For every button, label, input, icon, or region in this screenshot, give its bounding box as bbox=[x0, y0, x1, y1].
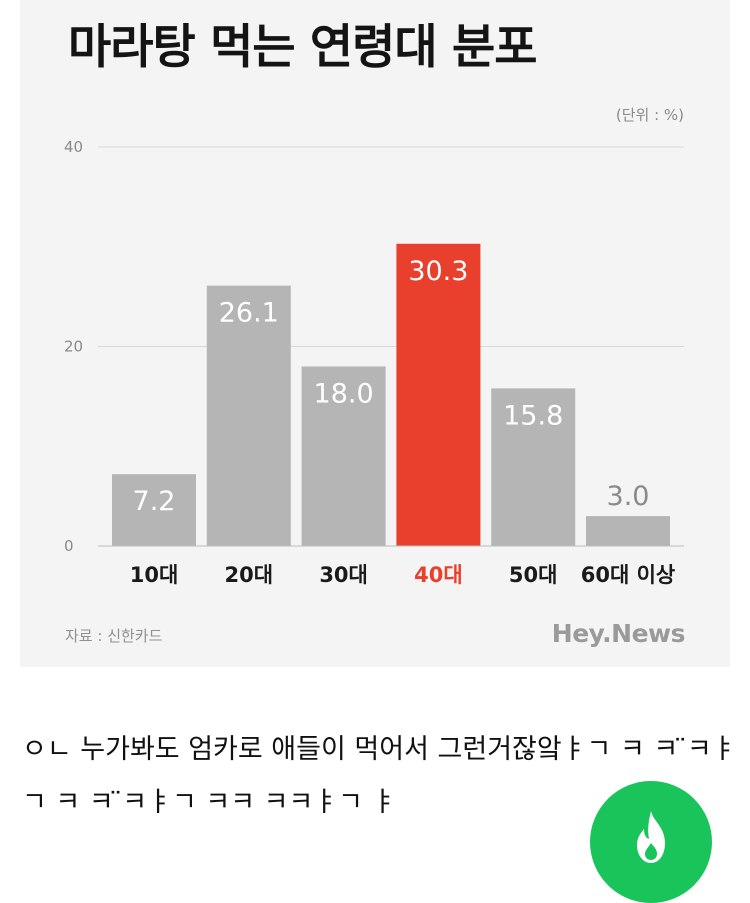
source-note: 자료 : 신한카드 bbox=[65, 627, 163, 645]
category-label: 30대 bbox=[319, 563, 368, 587]
bar bbox=[301, 366, 386, 546]
data-label: 15.8 bbox=[503, 400, 563, 431]
bar bbox=[206, 285, 291, 546]
unit-label: (단위 : %) bbox=[615, 106, 684, 124]
floating-action-button[interactable] bbox=[590, 781, 712, 903]
bar bbox=[396, 243, 481, 546]
bar bbox=[491, 388, 576, 546]
brand-logo: Hey.News bbox=[551, 619, 686, 648]
y-tick-label: 20 bbox=[64, 338, 83, 356]
data-label: 30.3 bbox=[408, 256, 468, 287]
comment-text: ㅇㄴ 누가봐도 엄카로 애들이 먹어서 그런거잖앜ㅑㄱ ㅋ ㅋ ̈ㅋㅑㄱ ㅋ ㅋ… bbox=[22, 734, 737, 818]
category-label: 20대 bbox=[225, 563, 274, 587]
y-tick-label: 40 bbox=[64, 138, 83, 156]
bar-chart: 0 20 40 7.2 10대 26.1 20대 18.0 30대 30.3 40대 15.8 50대 3… bbox=[64, 138, 684, 587]
category-label: 60대 이상 bbox=[581, 563, 676, 587]
data-label: 18.0 bbox=[314, 378, 374, 409]
bar bbox=[586, 516, 670, 546]
data-label: 3.0 bbox=[607, 481, 650, 512]
flame-icon bbox=[637, 811, 665, 863]
chart-card: 마라탕 먹는 연령대 분포 (단위 : %) 0 20 40 7.2 10대 26.1 20… bbox=[20, 0, 730, 667]
chart-title: 마라탕 먹는 연령대 분포 bbox=[68, 20, 537, 75]
data-label: 7.2 bbox=[133, 486, 176, 517]
category-label: 10대 bbox=[130, 563, 179, 587]
bar bbox=[112, 474, 196, 546]
data-label: 26.1 bbox=[219, 298, 279, 329]
category-label: 40대 bbox=[414, 563, 463, 587]
y-tick-label: 0 bbox=[64, 537, 74, 555]
category-label: 50대 bbox=[509, 563, 558, 587]
